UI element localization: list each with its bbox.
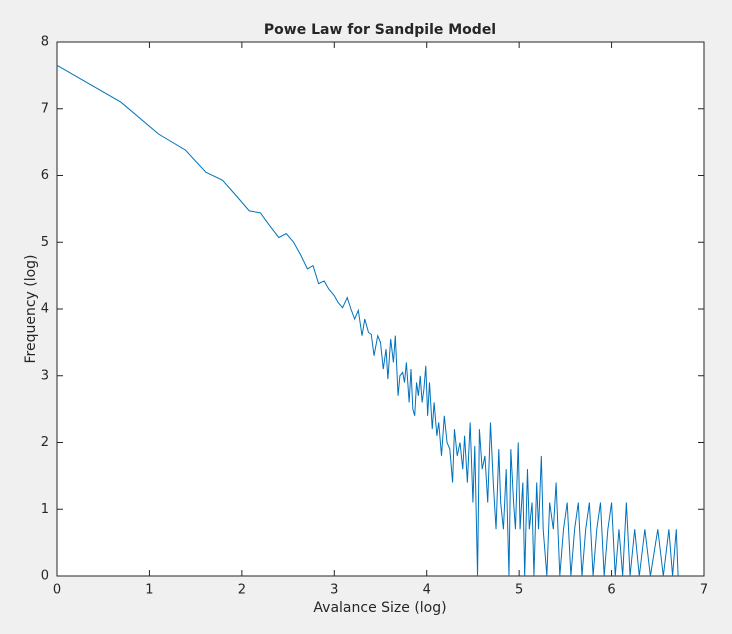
y-tick-label: 5 [41,235,49,250]
y-axis-label: Frequency (log) [23,254,39,363]
y-tick-label: 1 [41,502,49,517]
y-tick-label: 0 [41,569,49,584]
x-tick-label: 7 [700,583,708,598]
y-tick-label: 2 [41,435,49,450]
x-tick-label: 5 [515,583,523,598]
y-tick-label: 3 [41,368,49,383]
y-tick-label: 8 [41,35,49,50]
data-line [56,64,679,577]
x-tick-label: 0 [53,583,61,598]
y-tick-label: 6 [41,168,49,183]
x-axis-label: Avalance Size (log) [313,600,446,616]
x-tick-label: 2 [238,583,246,598]
y-tick-label: 7 [41,101,49,116]
x-tick-label: 1 [145,583,153,598]
plot-area [56,41,705,577]
x-tick-label: 6 [607,583,615,598]
chart-title: Powe Law for Sandpile Model [264,22,496,38]
y-tick-label: 4 [41,302,49,317]
x-tick-label: 3 [330,583,338,598]
x-tick-label: 4 [423,583,431,598]
